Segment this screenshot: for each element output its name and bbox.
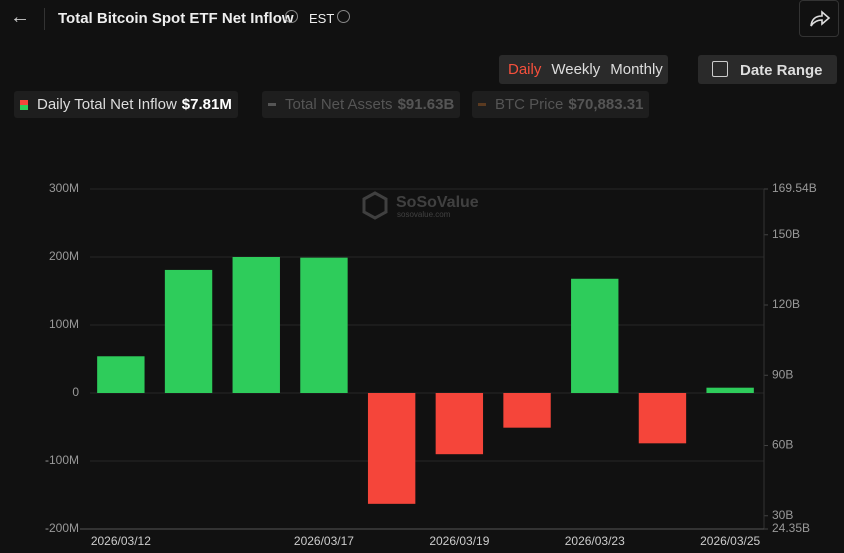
bar [367,393,416,504]
y2-tick-label: 60B [772,438,793,452]
x-tick-label: 2026/03/17 [294,534,354,548]
y2-tick-label: 169.54B [772,181,817,195]
legend-value: $91.63B [397,96,455,113]
legend-name: Daily Total Net Inflow [37,96,177,113]
tab[interactable]: Daily [508,61,542,78]
legend-item[interactable]: Daily Total Net Inflow $7.81M [14,91,238,118]
legend-name: Total Net Assets [285,96,393,113]
date-range-button[interactable]: Date Range [698,55,837,84]
y-tick-label: 100M [49,317,79,331]
period-tabs: Daily Weekly Monthly [499,55,668,84]
tab[interactable]: Monthly [610,61,663,78]
bar [435,393,484,455]
y-tick-label: -200M [45,521,79,535]
timezone[interactable]: EST [309,11,335,26]
watermark-site: sosovalue.com [397,210,451,219]
bar [97,356,145,393]
legend-swatch [268,103,276,106]
legend-swatch [20,99,28,110]
legend-swatch [478,103,486,106]
y-tick-label: 200M [49,249,79,263]
legend-item[interactable]: BTC Price $70,883.31 [472,91,650,118]
y-tick-label: 300M [49,181,79,195]
y-tick-label: -100M [45,453,79,467]
bar [300,257,348,393]
bar [706,387,754,393]
legend-value: $70,883.31 [568,96,644,113]
legend-value: $7.81M [181,96,232,113]
bar [232,257,280,393]
y2-tick-label: 24.35B [772,521,810,535]
share-button[interactable] [799,0,839,37]
x-tick-label: 2026/03/23 [565,534,625,548]
y-tick-label: 0 [72,385,79,399]
y2-tick-label: 120B [772,297,800,311]
header: ← Total Bitcoin Spot ETF Net Inflow EST [0,0,844,40]
legend-item[interactable]: Total Net Assets $91.63B [262,91,461,118]
y2-tick-label: 30B [772,508,793,522]
bar [164,269,213,393]
x-tick-label: 2026/03/19 [429,534,489,548]
date-range-label: Date Range [740,62,823,79]
bar [571,278,619,393]
share-icon [810,10,831,27]
separator [44,8,45,30]
info-icon[interactable] [285,10,298,23]
info-icon[interactable] [337,10,350,23]
bar [503,393,551,428]
y2-tick-label: 90B [772,367,793,381]
y2-tick-label: 150B [772,227,800,241]
legend-name: BTC Price [495,96,564,113]
calendar-icon [712,61,728,77]
watermark: SoSoValue sosovalue.com [362,191,479,220]
x-tick-label: 2026/03/12 [91,534,151,548]
x-tick-label: 2026/03/25 [700,534,760,548]
back-button[interactable]: ← [10,6,30,28]
watermark-brand: SoSoValue [396,194,479,211]
page-title: Total Bitcoin Spot ETF Net Inflow [58,10,294,27]
bar [638,393,687,444]
tab[interactable]: Weekly [551,61,601,78]
